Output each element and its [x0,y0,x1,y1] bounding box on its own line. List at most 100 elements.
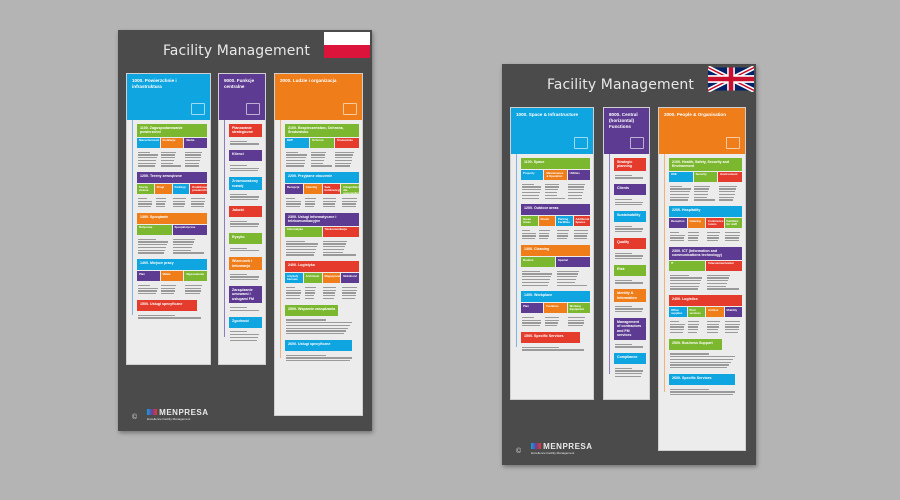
bullet-line [286,157,307,159]
bullet-line [522,316,534,319]
bullet-line [341,297,356,300]
copyright: © [516,448,521,455]
bullet-line [724,234,740,236]
subcategory: Additional Spaces [573,216,590,227]
bullet-line [545,325,558,327]
bullet-line [138,284,150,287]
bullet-line [304,197,316,200]
bullet-line [286,165,305,167]
bullet-column [230,330,261,343]
column-header: 1000. Space & Infrastructure [511,108,593,154]
subcategory-row: Plan Furniture Working Equipment [521,303,590,314]
poster-title: Facility Management [162,43,310,59]
bullet-column [286,285,303,301]
bullet-list [229,303,262,312]
bullet-line [568,319,585,321]
bullet-line [161,151,176,153]
bullet-column [615,366,645,379]
bullet-line [694,191,709,193]
section-title: 2600. Usługi specyficzne [285,340,352,351]
subcategory: Rutynowe [137,224,172,235]
bullet-line [304,295,315,297]
bullet-column [341,196,359,209]
bullet-line [615,255,643,257]
bullet-list [614,222,646,234]
bullet-line [230,167,259,169]
bullet-line [304,203,315,205]
bullet-line [706,274,730,276]
bullet-line [310,154,326,156]
bullet-list [669,228,742,243]
bullet-line [184,284,202,287]
bullet-line [323,206,335,208]
section-title: 2400. Logistics [669,295,742,307]
section: 2400. Logistics Office supplies Post servi… [669,295,742,335]
bullet-line [522,270,540,272]
bullet-line [138,200,153,202]
bullet-line [323,251,343,253]
bullet-line [718,191,736,193]
bullet-line [615,373,642,375]
bullet-line [341,200,357,202]
bullet-line [173,244,194,246]
bullet-line [670,353,710,355]
bullet-line [286,240,306,242]
bullet-line [286,333,344,335]
bullet-line [286,289,302,291]
bullet-list [137,194,207,209]
subcategory-row: Routine Special [521,257,590,267]
subcategory-row: Rutynowe Specjalistyczne [137,224,207,235]
bullet-list [614,249,646,261]
bullet-line [545,316,560,319]
bullet-line [286,162,305,164]
bullet-line [286,327,348,329]
bullet-line [522,349,584,351]
bullet-line [173,197,186,200]
bullet-line [230,339,257,341]
section-title: Risk [614,264,646,276]
bullet-column [310,150,334,168]
subcategory: Środowisko [335,137,359,148]
section-title: Ryzyko [229,232,262,244]
section-title: 1100. Zagospodarowanie powierzchni [137,124,207,137]
bullet-column [615,251,645,261]
bullet-line [568,194,583,196]
bullet-column [286,239,321,257]
bullet-line [323,289,336,291]
bullet-line [341,203,357,205]
subcategory: Tereny zielone [137,184,154,195]
bullet-line [230,279,258,281]
bullet-line [138,151,150,153]
subcategory-row: Property Maintenance & Operation Utilities [521,170,590,180]
bullet-line [341,286,357,288]
bullet-list [669,317,742,335]
section: 1500. Specific Services [521,332,590,352]
bullet-line [688,329,698,331]
bullet-line [568,191,584,194]
bullet-column [138,196,154,209]
column-body: 2100. Health, Safety, Security and Envir… [659,154,745,404]
bullet-line [556,276,577,278]
bullet-column [724,230,741,243]
section-title: Planowanie strategiczne [229,124,262,137]
bullet-column [286,150,309,168]
bullet-line [522,229,531,232]
section: 2400. Logistyka Artykuły biurowe Archiwum M… [285,261,359,301]
section-title: 1300. Cleaning [521,245,590,256]
section: Sustainability [614,211,646,234]
bullet-line [573,229,589,232]
bullet-column [670,230,686,243]
bullet-column [556,269,590,287]
section-title: 1100. Space [521,158,590,169]
bullet-line [688,320,700,322]
subcategory: Specjalistyczne [172,224,207,235]
section-title: 2500. Business Support [669,338,722,350]
bullet-line [335,162,351,164]
bullet-line [556,281,575,283]
bullet-line [230,199,258,201]
bullet-line [173,241,195,243]
bullet-line [230,196,259,198]
bullet-line [670,237,685,239]
bullet-line [304,286,316,288]
bullet-line [670,240,684,242]
